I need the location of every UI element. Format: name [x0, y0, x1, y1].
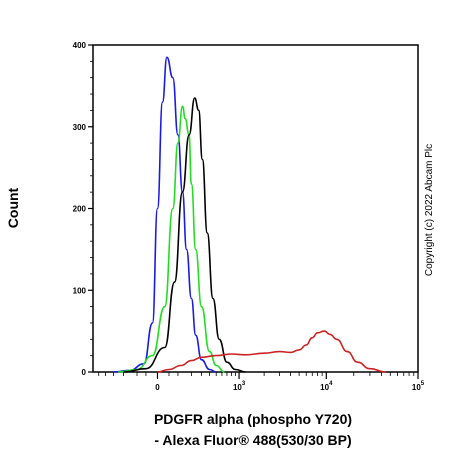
- series-line-1: [113, 56, 217, 373]
- x-tick-label: 104: [320, 381, 333, 392]
- y-axis-label: Count: [5, 187, 21, 228]
- plot-frame: [92, 44, 419, 373]
- y-tick-label: 200: [73, 205, 87, 214]
- series-line-4: [157, 330, 387, 373]
- x-tick-label: 103: [233, 381, 246, 392]
- x-axis-ticks: 0 103 104 105: [98, 372, 425, 392]
- x-axis-label-line1: PDGFR alpha (phospho Y720): [154, 411, 352, 427]
- series-layer: [113, 56, 387, 373]
- x-tick-label: 0: [155, 383, 160, 392]
- y-axis-ticks: 0 100 200 300 400: [73, 41, 93, 377]
- y-tick-label: 400: [73, 41, 87, 50]
- x-tick-label: 105: [412, 381, 425, 392]
- y-tick-label: 0: [82, 368, 87, 377]
- y-tick-label: 300: [73, 123, 87, 132]
- y-tick-label: 100: [73, 286, 87, 295]
- series-line-2: [118, 105, 225, 373]
- plot-border: [92, 44, 419, 373]
- copyright-text: Copyright (c) 2022 Abcam Plc: [424, 144, 435, 276]
- x-axis-label-line2: - Alexa Fluor® 488(530/30 BP): [154, 432, 351, 448]
